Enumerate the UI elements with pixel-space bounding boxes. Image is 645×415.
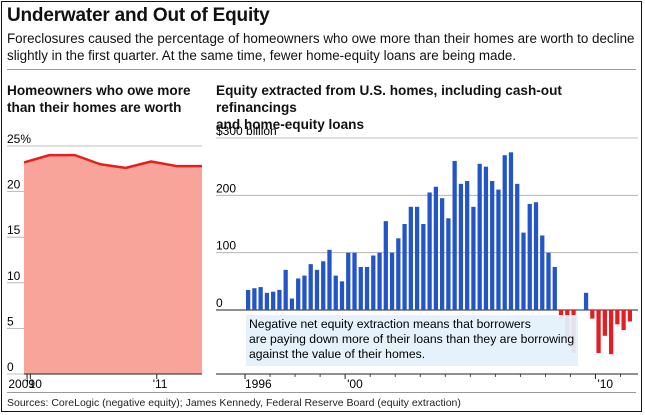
right-ytick-label: 200 (216, 181, 236, 195)
left-panel-title-line2: than their homes are worth (7, 100, 182, 115)
left-ytick-label: 5 (7, 314, 14, 328)
bar (352, 252, 357, 310)
divider (7, 69, 636, 70)
bar (627, 310, 632, 322)
bar (552, 267, 557, 310)
bar (452, 160, 457, 310)
right-ytick-label: $300 billion (216, 124, 277, 138)
left-area-line (23, 153, 202, 170)
left-ytick-label: 20 (7, 178, 21, 192)
right-ytick-label: 100 (216, 239, 236, 253)
bar (271, 291, 276, 310)
bar (446, 218, 451, 310)
bar (258, 287, 263, 310)
bar (283, 269, 288, 310)
bar (427, 192, 432, 310)
bar (458, 183, 464, 310)
bar (327, 249, 332, 310)
bar (533, 202, 539, 310)
bar (471, 206, 476, 310)
bar (465, 181, 470, 310)
bar (302, 275, 307, 310)
bar (358, 267, 363, 310)
bar (421, 224, 426, 310)
bar (583, 292, 589, 310)
left-xtick-label: '11 (153, 377, 168, 391)
bar (496, 189, 501, 310)
footer-divider (7, 392, 636, 393)
chart-subtitle: Foreclosures caused the percentage of ho… (7, 31, 635, 63)
bar (314, 269, 320, 310)
bar (527, 203, 532, 310)
left-area-fill (24, 155, 202, 374)
left-panel-title-line1: Homeowners who owe more (7, 83, 191, 98)
bar (615, 310, 620, 325)
bar (246, 289, 251, 310)
left-ytick-label: 10 (7, 269, 21, 283)
bar (264, 292, 270, 310)
bar (440, 198, 445, 310)
bar (477, 163, 482, 310)
left-ytick-label: 0 (7, 360, 14, 374)
bar (383, 221, 388, 310)
bar (333, 275, 338, 310)
bar (521, 232, 526, 310)
bar (546, 252, 551, 310)
bar (377, 252, 382, 310)
bar (321, 261, 326, 310)
bar (414, 206, 420, 310)
chart-title: Underwater and Out of Equity (7, 5, 270, 26)
bar (596, 310, 601, 353)
right-ytick-label: 0 (216, 296, 223, 310)
bar (252, 288, 257, 310)
bar (402, 224, 407, 310)
bar (389, 252, 395, 310)
right-xtick-label: 1996 (245, 377, 272, 391)
annotation-box (246, 315, 578, 366)
bar (621, 310, 626, 331)
bar (490, 181, 495, 310)
right-panel-title: Equity extracted from U.S. homes, includ… (216, 82, 645, 133)
bar (308, 264, 313, 310)
right-xtick-label: '10 (597, 377, 613, 391)
bar (515, 183, 520, 310)
bar (289, 298, 295, 310)
bar (296, 278, 301, 310)
bar (508, 152, 514, 310)
bar (577, 310, 582, 311)
annotation-text: Negative net equity extraction means tha… (249, 317, 531, 331)
bar (371, 255, 376, 310)
right-panel-title-line1: Equity extracted from U.S. homes, includ… (216, 83, 562, 115)
bar (540, 235, 545, 310)
left-panel-title: Homeowners who owe more than their homes… (7, 82, 191, 116)
bar (277, 289, 282, 310)
right-panel-title-line2: and home-equity loans (216, 117, 365, 132)
left-ytick-label: 15 (7, 223, 21, 237)
bar (502, 155, 507, 310)
bar (433, 186, 438, 310)
bar (590, 310, 595, 319)
left-ytick-label: 25% (7, 132, 31, 146)
bar (608, 310, 614, 355)
bar (558, 310, 564, 319)
right-xtick-label: '00 (347, 377, 363, 391)
bar (396, 238, 401, 310)
left-xtick-label: 2009 (8, 377, 35, 391)
left-xtick-label: '10 (26, 377, 42, 391)
bar (408, 206, 413, 310)
bar (339, 281, 345, 310)
bar (364, 267, 370, 310)
annotation-text: are paying down more of their loans than… (249, 332, 574, 346)
bar (483, 166, 489, 310)
source-note: Sources: CoreLogic (negative equity); Ja… (7, 397, 461, 409)
bar (346, 252, 351, 310)
bar (602, 310, 607, 336)
annotation-text: against the value of their homes. (249, 347, 425, 361)
